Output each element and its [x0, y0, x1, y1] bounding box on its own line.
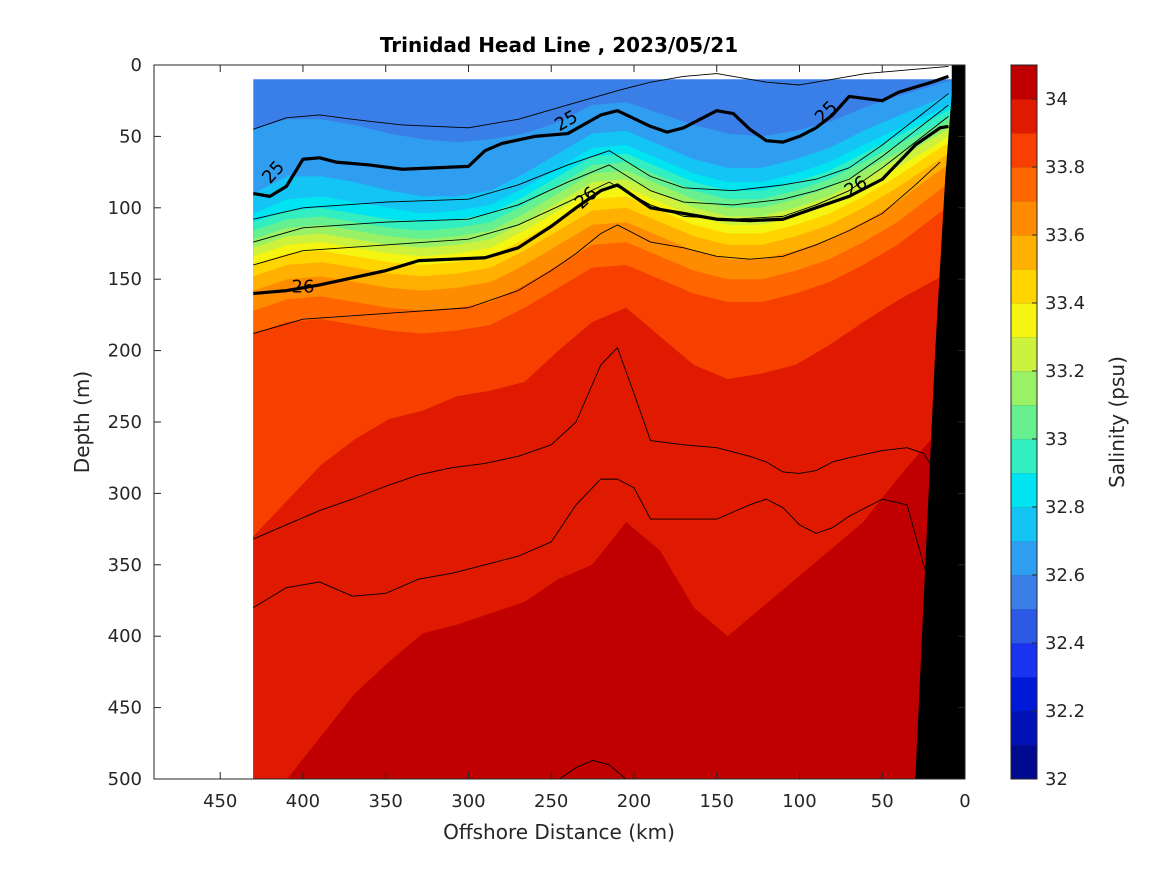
x-tick-label-0: 450	[203, 791, 237, 812]
y-tick-label-1: 50	[119, 126, 142, 147]
salinity-band-16	[253, 607, 965, 779]
x-tick-label-2: 350	[369, 791, 403, 812]
y-tick-label-5: 250	[108, 412, 142, 433]
x-tick-label-7: 100	[782, 791, 816, 812]
colorbar-swatch-19	[1011, 99, 1037, 134]
colorbar-swatch-15	[1011, 235, 1037, 270]
colorbar-swatch-20	[1011, 65, 1037, 100]
density-contour-line-8	[253, 478, 941, 623]
colorbar-swatch-12	[1011, 337, 1037, 372]
colorbar-tick-label-5: 33	[1045, 429, 1068, 450]
x-tick-label-1: 400	[286, 791, 320, 812]
colorbar-swatch-9	[1011, 439, 1037, 474]
colorbar-tick-label-8: 33.6	[1045, 225, 1085, 246]
y-tick-label-2: 100	[108, 198, 142, 219]
y-tick-label-8: 400	[108, 626, 142, 647]
colorbar-swatch-8	[1011, 473, 1037, 508]
y-axis-title: Depth (m)	[70, 371, 94, 473]
salinity-filled-contours	[253, 76, 965, 779]
salinity-band-15	[253, 407, 965, 779]
y-tick-label-6: 300	[108, 483, 142, 504]
colorbar-swatch-5	[1011, 575, 1037, 610]
density-contour-line-2	[253, 93, 949, 220]
x-tick-label-6: 150	[700, 791, 734, 812]
colorbar-swatch-10	[1011, 405, 1037, 440]
colorbar-tick-label-4: 32.8	[1045, 497, 1085, 518]
chart-title: Trinidad Head Line , 2023/05/21	[380, 33, 738, 57]
density-contour-line-5	[253, 124, 949, 296]
colorbar-swatch-2	[1011, 677, 1037, 712]
colorbar-swatch-7	[1011, 507, 1037, 542]
colorbar-frame	[1010, 64, 1038, 780]
density-contour-line-9	[559, 759, 626, 779]
colorbar-title: Salinity (psu)	[1105, 356, 1129, 488]
colorbar-swatch-17	[1011, 167, 1037, 202]
x-axis: 450 400 350 300 250 200 150 100 50 0	[203, 65, 971, 812]
density-contour-line-3	[253, 104, 949, 243]
colorbar-swatch-1	[1011, 711, 1037, 746]
colorbar-tick-label-2: 32.4	[1045, 633, 1085, 654]
density-contour-lines	[253, 65, 949, 779]
x-tick-label-8: 50	[871, 791, 894, 812]
x-tick-label-4: 250	[534, 791, 568, 812]
colorbar-swatch-4	[1011, 609, 1037, 644]
y-tick-label-9: 450	[108, 698, 142, 719]
colorbar-swatch-6	[1011, 541, 1037, 576]
colorbar: 32 32.2 32.4 32.6 32.8 33 33.2 33.4 33.6 33.8 34	[1010, 64, 1085, 790]
colorbar-swatch-0	[1011, 745, 1037, 780]
colorbar-swatch-13	[1011, 303, 1037, 338]
x-axis-title: Offshore Distance (km)	[443, 820, 675, 844]
colorbar-tick-label-9: 33.8	[1045, 157, 1085, 178]
colorbar-tick-label-1: 32.2	[1045, 701, 1085, 722]
density-contour-line-1	[253, 74, 949, 198]
x-tick-label-5: 200	[617, 791, 651, 812]
colorbar-tick-label-0: 32	[1045, 769, 1068, 790]
y-axis: 0 50 100 150 200 250 300 350 400 450 500	[108, 55, 965, 790]
y-tick-label-4: 200	[108, 341, 142, 362]
colorbar-swatch-14	[1011, 269, 1037, 304]
colorbar-swatch-16	[1011, 201, 1037, 236]
y-tick-label-3: 150	[108, 269, 142, 290]
density-contour-line-6	[253, 161, 941, 334]
seafloor-polygon	[915, 65, 965, 779]
y-tick-label-0: 0	[131, 55, 142, 76]
density-contour-line-7	[253, 347, 941, 540]
colorbar-tick-label-10: 34	[1045, 89, 1068, 110]
colorbar-swatch-11	[1011, 371, 1037, 406]
colorbar-tick-label-6: 33.2	[1045, 361, 1085, 382]
colorbar-tick-label-3: 32.6	[1045, 565, 1085, 586]
y-tick-label-7: 350	[108, 555, 142, 576]
y-tick-label-10: 500	[108, 769, 142, 790]
x-tick-label-9: 0	[959, 791, 970, 812]
colorbar-swatch-3	[1011, 643, 1037, 678]
density-contour-line-0	[253, 65, 949, 130]
contour-label-3: 26	[292, 276, 315, 297]
seafloor-bathymetry	[915, 65, 965, 779]
colorbar-tick-label-7: 33.4	[1045, 293, 1085, 314]
colorbar-swatch-18	[1011, 133, 1037, 168]
x-tick-label-3: 300	[451, 791, 485, 812]
